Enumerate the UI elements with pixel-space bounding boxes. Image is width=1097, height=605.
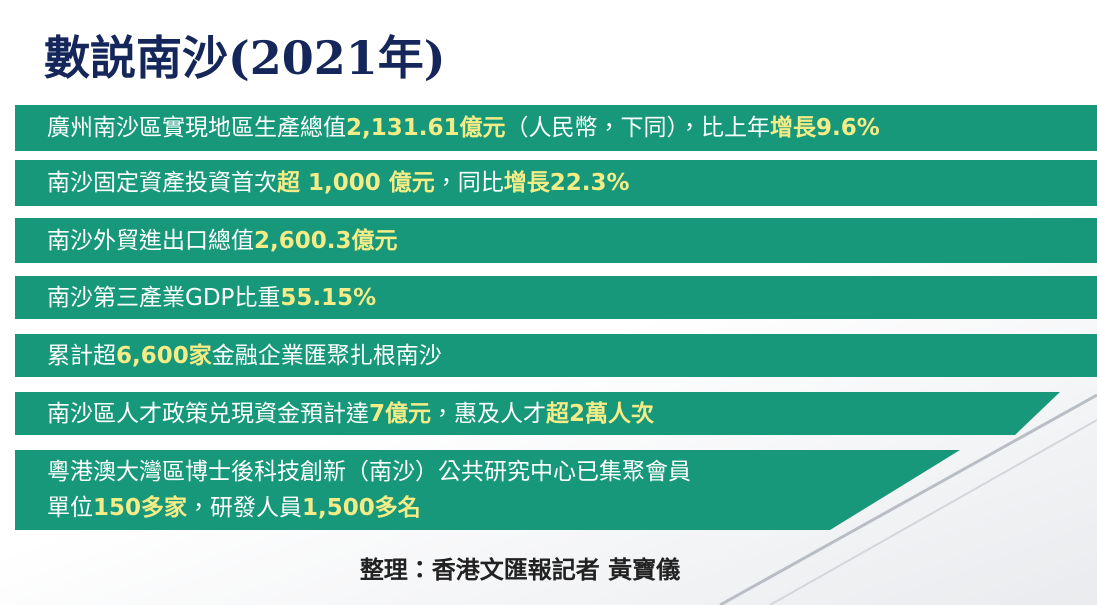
item-line: 粵港澳大灣區博士後科技創新（南沙）公共研究中心已集聚會員	[47, 454, 960, 490]
title: 數説南沙(2021年)	[44, 31, 446, 85]
highlight-text: 超2萬人次	[546, 400, 655, 427]
item-line: 南沙外貿進出口總值2,600.3億元	[47, 223, 1097, 259]
highlight-text: 150多家	[93, 495, 188, 521]
item-text: ，研發人員	[187, 495, 303, 521]
item-text: 粵港澳大灣區博士後科技創新（南沙）公共研究中心已集聚會員	[47, 459, 691, 485]
item-text: 南沙區人才政策兑現資金預計達	[47, 400, 369, 427]
item-line: 南沙第三產業GDP比重55.15%	[47, 280, 1097, 316]
highlight-text: 2,131.61億元	[346, 115, 506, 141]
item-bar: 累計超6,600家金融企業匯聚扎根南沙	[15, 334, 1097, 377]
item-text: 金融企業匯聚扎根南沙	[211, 342, 442, 369]
item-text: 南沙第三產業GDP比重	[47, 284, 281, 311]
item-bar: 南沙固定資產投資首次超 1,000 億元，同比增長22.3%	[15, 160, 1097, 206]
item-line: 南沙區人才政策兑現資金預計達7億元，惠及人才超2萬人次	[47, 396, 1060, 432]
credit: 整理：香港文匯報記者 黃寶儀	[359, 556, 681, 584]
item-text: 廣州南沙區實現地區生產總值	[47, 115, 346, 141]
item-text: 單位	[47, 495, 93, 521]
item-text: ，同比	[434, 170, 504, 196]
item-text: （人民幣，下同），比上年	[505, 115, 771, 141]
highlight-text: 7億元	[369, 400, 432, 427]
item-text: 累計超	[47, 342, 116, 369]
highlight-text: 2,600.3億元	[254, 227, 398, 254]
highlight-text: 55.15%	[280, 284, 377, 311]
item-text: 南沙固定資產投資首次	[47, 170, 277, 196]
item-line: 廣州南沙區實現地區生產總值2,131.61億元（人民幣，下同），比上年增長9.6…	[47, 110, 1097, 146]
highlight-text: 超 1,000 億元	[277, 170, 435, 196]
diagonal-line	[719, 393, 1097, 605]
highlight-text: 增長9.6%	[770, 115, 880, 141]
diagonal-line	[769, 419, 1097, 605]
item-bar: 廣州南沙區實現地區生產總值2,131.61億元（人民幣，下同），比上年增長9.6…	[15, 105, 1097, 151]
item-text: ，惠及人才	[431, 400, 547, 427]
item-text: 南沙外貿進出口總值	[47, 227, 254, 254]
item-bar: 南沙外貿進出口總值2,600.3億元	[15, 218, 1097, 263]
item-bar: 南沙第三產業GDP比重55.15%	[15, 276, 1097, 319]
highlight-text: 1,500多名	[302, 495, 421, 521]
item-line: 累計超6,600家金融企業匯聚扎根南沙	[47, 338, 1097, 374]
item-bar: 南沙區人才政策兑現資金預計達7億元，惠及人才超2萬人次	[15, 392, 1060, 435]
item-bar: 粵港澳大灣區博士後科技創新（南沙）公共研究中心已集聚會員 單位150多家，研發人員…	[15, 450, 960, 530]
highlight-text: 增長22.3%	[503, 170, 630, 196]
item-line: 單位150多家，研發人員1,500多名	[47, 490, 960, 526]
item-line: 南沙固定資產投資首次超 1,000 億元，同比增長22.3%	[47, 165, 1097, 201]
highlight-text: 6,600家	[116, 342, 212, 369]
